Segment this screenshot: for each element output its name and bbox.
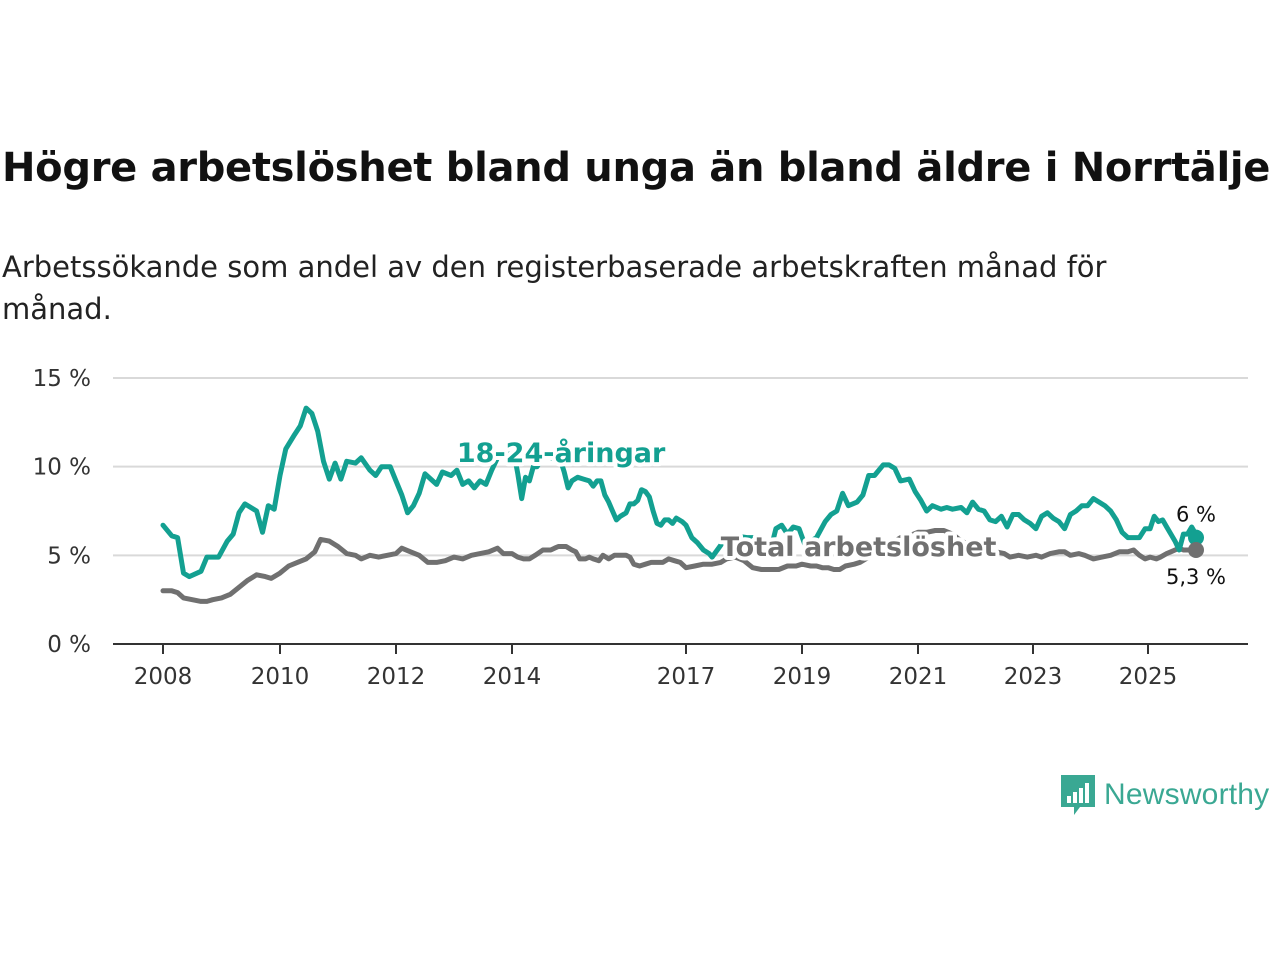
gridlines — [113, 377, 1248, 557]
x-tick-label: 2014 — [483, 664, 542, 690]
series-line-total — [160, 528, 1203, 604]
chart-subtitle: Arbetssökande som andel av den registerb… — [2, 250, 1107, 326]
y-tick-label: 0 % — [47, 632, 91, 658]
y-tick-label: 10 % — [33, 455, 91, 481]
series-label-halo: Total arbetslöshet — [721, 532, 997, 563]
x-tick-label: 2025 — [1119, 664, 1178, 690]
chart-title: Högre arbetslöshet bland unga än bland ä… — [2, 145, 1271, 191]
x-tick-label: 2019 — [773, 664, 832, 690]
series-lines — [160, 405, 1203, 604]
series-line-youth — [160, 405, 1203, 580]
brand-name: Newsworthy — [1104, 778, 1270, 811]
x-tick-label: 2012 — [367, 664, 426, 690]
brand-logo: Newsworthy — [1058, 772, 1269, 818]
newsworthy-logo-icon — [1061, 775, 1095, 815]
y-tick-label: 15 % — [33, 366, 91, 392]
end-label-total: 5,3 % — [1166, 565, 1226, 589]
x-tick-label: 2023 — [1004, 664, 1063, 690]
x-tick-label: 2021 — [889, 664, 948, 690]
series-label-youth: 18-24-åringar — [457, 437, 666, 469]
end-label-youth: 6 % — [1176, 503, 1216, 527]
series-label-halo: 18-24-åringar — [457, 437, 666, 469]
x-axis-ticks: 2008 2010 2012 2014 2017 2019 2021 2023 2025 — [134, 644, 1178, 690]
x-tick-label: 2008 — [134, 664, 193, 690]
end-marker-total — [1188, 542, 1204, 559]
series-end-markers: 6 % 5,3 % — [1166, 503, 1226, 589]
series-label-total: Total arbetslöshet — [721, 532, 997, 563]
x-tick-label: 2017 — [657, 664, 716, 690]
x-tick-label: 2010 — [251, 664, 310, 690]
y-axis-tick-labels: 0 % 5 % 10 % 15 % — [33, 366, 91, 658]
y-tick-label: 5 % — [47, 543, 91, 569]
end-marker-youth — [1188, 529, 1204, 546]
